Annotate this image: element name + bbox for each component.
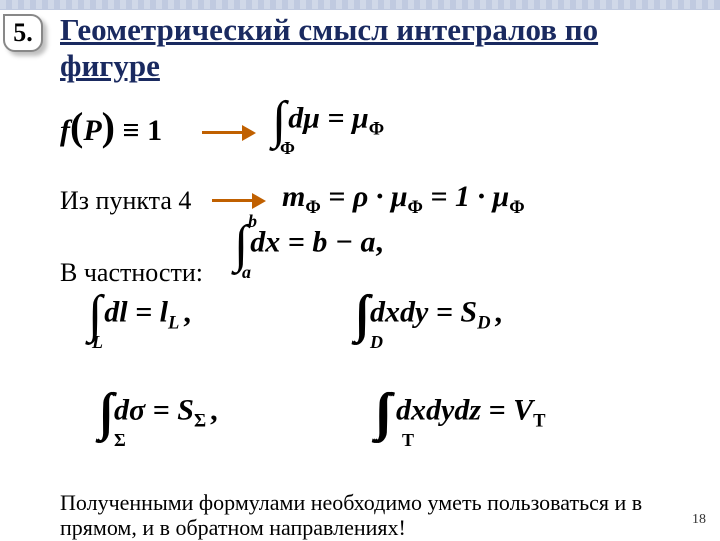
row-fp-equals-1: f(P) ≡ 1 ∫Φdμ = μΦ (60, 100, 660, 168)
eq-mass: mΦ = ρ · μΦ = 1 · μΦ (282, 180, 525, 219)
section-number-badge: 5. (3, 14, 43, 52)
page-title: Геометрический смысл интегралов по фигур… (60, 12, 690, 83)
eq-dsigma: ∫∫Σdσ = SΣ, (100, 392, 218, 434)
eq-int-dx: ∫abdx = b − a, (234, 224, 383, 266)
integral-sign: ∫L (88, 294, 102, 336)
row-line-double-integrals: ∫Ldl = lL, ∫∫Ddxdy = SD, (60, 282, 680, 372)
section-number: 5. (13, 18, 33, 48)
arrow-icon (212, 194, 266, 208)
text-from-point4: Из пункта 4 (60, 186, 191, 216)
conclusion-text: Полученными формулами необходимо уметь п… (60, 490, 700, 541)
row-surface-triple-integrals: ∫∫Σdσ = SΣ, ∫∫∫Tdxdydz = VT (100, 380, 700, 470)
integral-sign: ∫Φ (272, 100, 286, 142)
eq-dl: ∫Ldl = lL, (88, 294, 191, 336)
eq-fp1: f(P) ≡ 1 (60, 114, 162, 148)
eq-int-dmu: ∫Φdμ = μΦ (272, 100, 384, 142)
eq-dxdy: ∫∫Ddxdy = SD, (356, 294, 502, 336)
arrow-icon (202, 126, 256, 140)
integral-sign: ∫ab (234, 224, 248, 266)
row-in-particular: В частности: ∫abdx = b − a, (60, 238, 680, 278)
slide-number: 18 (692, 512, 706, 528)
eq-dxdydz: ∫∫∫Tdxdydz = VT (378, 392, 546, 434)
